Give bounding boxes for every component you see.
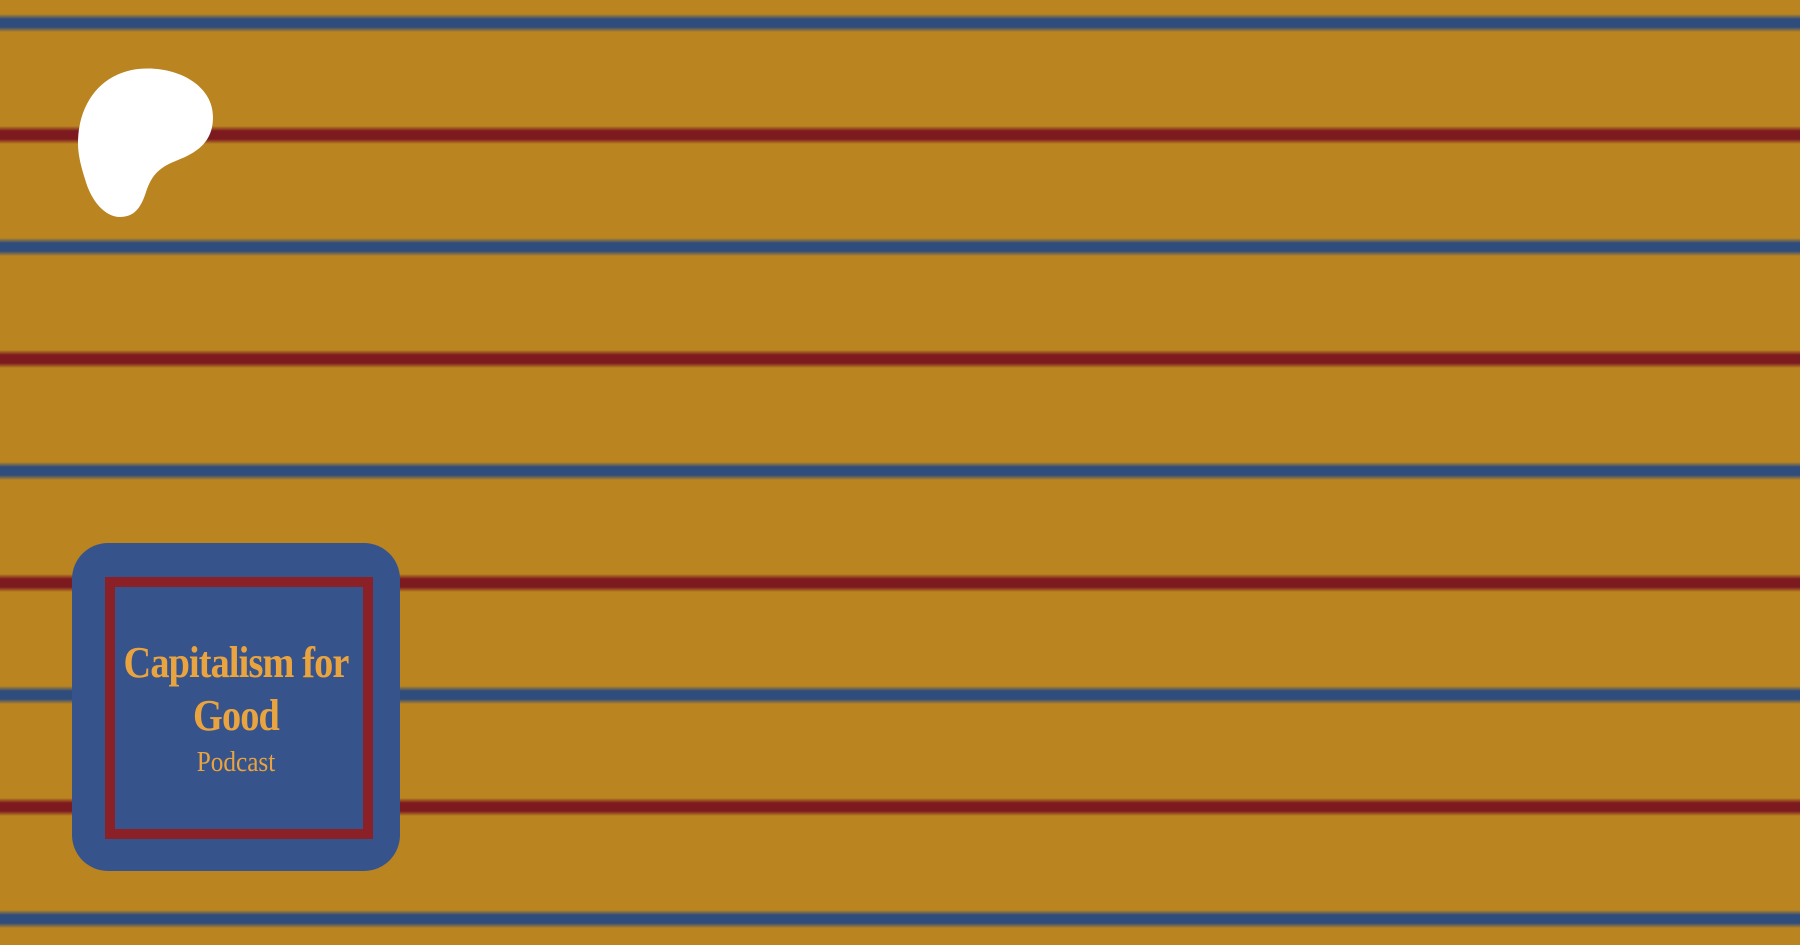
patreon-logo-icon [78,68,213,217]
avatar-title-line2: Good [193,690,280,740]
avatar-subtitle: Podcast [196,745,276,778]
avatar-text-block: Capitalism for Good Podcast [93,636,378,779]
creator-avatar[interactable]: Capitalism for Good Podcast [72,543,400,871]
avatar-title-line1: Capitalism for [123,637,350,687]
patreon-logo-link[interactable] [78,68,213,217]
